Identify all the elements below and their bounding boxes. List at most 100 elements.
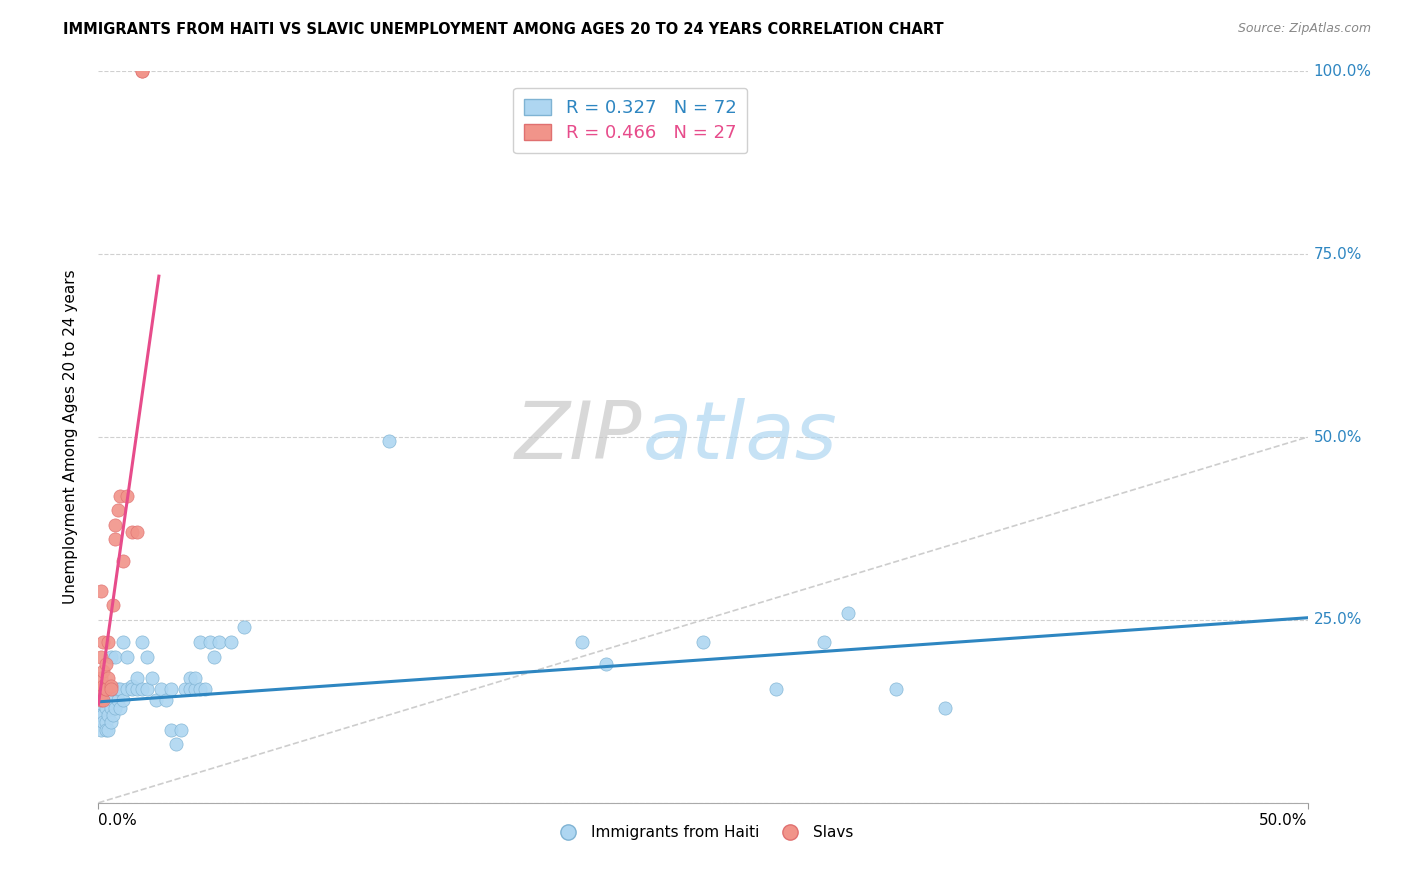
- Point: [97, 723, 120, 737]
- Point: [90, 693, 112, 707]
- Point: [97, 672, 120, 686]
- Y-axis label: Unemployment Among Ages 20 to 24 years: Unemployment Among Ages 20 to 24 years: [63, 269, 77, 605]
- Point: [94, 715, 117, 730]
- Point: [108, 682, 131, 697]
- Point: [121, 682, 143, 697]
- Point: [179, 672, 201, 686]
- Point: [108, 489, 131, 503]
- Point: [100, 682, 122, 697]
- Point: [94, 700, 117, 714]
- Point: [117, 489, 139, 503]
- Point: [90, 708, 112, 723]
- Point: [97, 708, 120, 723]
- Point: [91, 708, 114, 723]
- Point: [692, 635, 714, 649]
- Point: [94, 657, 117, 671]
- Point: [101, 599, 124, 613]
- Point: [94, 682, 117, 697]
- Point: [117, 649, 139, 664]
- Point: [886, 682, 908, 697]
- Point: [100, 649, 122, 664]
- Point: [91, 664, 114, 678]
- Point: [145, 693, 167, 707]
- Point: [91, 682, 114, 697]
- Point: [90, 682, 112, 697]
- Point: [90, 649, 112, 664]
- Point: [169, 723, 191, 737]
- Point: [90, 723, 112, 737]
- Point: [221, 635, 243, 649]
- Point: [188, 682, 211, 697]
- Point: [595, 657, 617, 671]
- Point: [194, 682, 217, 697]
- Point: [571, 635, 593, 649]
- Point: [377, 434, 399, 448]
- Point: [111, 693, 134, 707]
- Point: [150, 682, 173, 697]
- Point: [208, 635, 231, 649]
- Point: [204, 649, 226, 664]
- Point: [160, 682, 183, 697]
- Point: [91, 715, 114, 730]
- Point: [135, 682, 157, 697]
- Point: [765, 682, 787, 697]
- Text: 25.0%: 25.0%: [1313, 613, 1362, 627]
- Point: [934, 700, 956, 714]
- Point: [101, 682, 124, 697]
- Point: [91, 693, 114, 707]
- Text: IMMIGRANTS FROM HAITI VS SLAVIC UNEMPLOYMENT AMONG AGES 20 TO 24 YEARS CORRELATI: IMMIGRANTS FROM HAITI VS SLAVIC UNEMPLOY…: [63, 22, 943, 37]
- Point: [188, 635, 211, 649]
- Point: [111, 554, 134, 568]
- Point: [111, 635, 134, 649]
- Point: [104, 700, 127, 714]
- Point: [91, 679, 114, 693]
- Point: [94, 682, 117, 697]
- Point: [97, 679, 120, 693]
- Point: [127, 682, 149, 697]
- Point: [813, 635, 835, 649]
- Text: 100.0%: 100.0%: [1313, 64, 1372, 78]
- Point: [141, 672, 163, 686]
- Point: [184, 682, 207, 697]
- Point: [184, 672, 207, 686]
- Point: [131, 682, 153, 697]
- Point: [837, 606, 859, 620]
- Point: [232, 620, 254, 634]
- Point: [135, 649, 157, 664]
- Point: [131, 64, 153, 78]
- Point: [104, 517, 127, 532]
- Point: [104, 649, 127, 664]
- Text: 75.0%: 75.0%: [1313, 247, 1362, 261]
- Legend: Immigrants from Haiti, Slavs: Immigrants from Haiti, Slavs: [547, 819, 859, 847]
- Point: [100, 700, 122, 714]
- Point: [90, 672, 112, 686]
- Point: [90, 693, 112, 707]
- Point: [100, 715, 122, 730]
- Point: [101, 693, 124, 707]
- Text: ZIP: ZIP: [515, 398, 643, 476]
- Text: atlas: atlas: [643, 398, 838, 476]
- Point: [107, 693, 129, 707]
- Point: [91, 693, 114, 707]
- Text: 50.0%: 50.0%: [1313, 430, 1362, 444]
- Point: [127, 525, 149, 540]
- Point: [160, 723, 183, 737]
- Point: [100, 682, 122, 697]
- Point: [91, 635, 114, 649]
- Point: [117, 682, 139, 697]
- Point: [100, 679, 122, 693]
- Point: [94, 723, 117, 737]
- Point: [104, 682, 127, 697]
- Point: [179, 682, 201, 697]
- Point: [90, 583, 112, 598]
- Point: [108, 700, 131, 714]
- Point: [198, 635, 221, 649]
- Point: [174, 682, 197, 697]
- Point: [104, 533, 127, 547]
- Point: [131, 635, 153, 649]
- Point: [90, 700, 112, 714]
- Point: [97, 693, 120, 707]
- Point: [155, 693, 177, 707]
- Point: [121, 525, 143, 540]
- Point: [107, 682, 129, 697]
